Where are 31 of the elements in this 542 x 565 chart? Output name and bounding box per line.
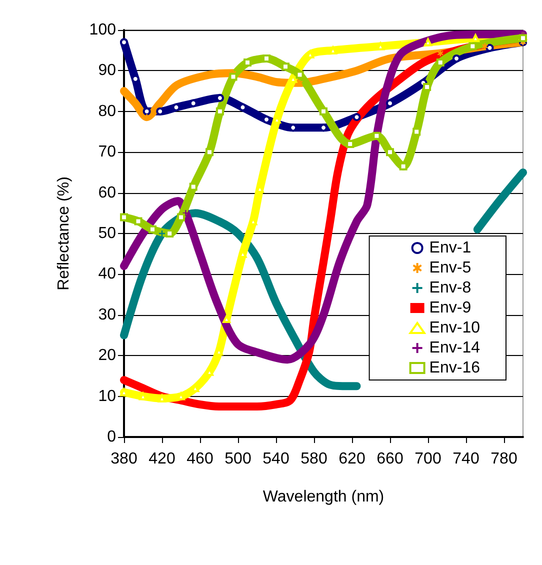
x-tick-label: 540 <box>262 450 290 468</box>
y-tick-label: 10 <box>98 388 116 405</box>
x-tick-label: 380 <box>110 450 138 468</box>
y-tick-label: 40 <box>98 266 116 283</box>
y-tick-label: 0 <box>107 428 116 446</box>
x-tick-label: 780 <box>490 450 518 468</box>
y-tick-label: 80 <box>98 102 116 120</box>
x-tick-label: 500 <box>224 450 252 468</box>
x-tick-label: 460 <box>186 450 214 468</box>
legend-label: Env-14 <box>429 340 480 356</box>
x-tick-label: 740 <box>452 450 480 468</box>
legend-label: Env-16 <box>429 360 480 376</box>
y-tick-label: 100 <box>89 22 116 38</box>
y-axis-title: Reflectance (%) <box>56 176 72 290</box>
x-tick-label: 620 <box>338 450 366 468</box>
x-tick-label: 700 <box>414 450 442 468</box>
y-tick-label: 90 <box>98 62 116 80</box>
legend-label: Env-8 <box>429 280 472 296</box>
y-tick-label: 60 <box>98 184 116 202</box>
legend-label: Env-5 <box>429 260 472 276</box>
y-tick-label: 20 <box>98 347 116 364</box>
x-tick-label: 660 <box>376 450 404 468</box>
x-tick-label: 580 <box>300 450 328 468</box>
legend-label: Env-10 <box>429 320 480 336</box>
y-tick-label: 70 <box>98 144 116 161</box>
legend-label: Env-1 <box>429 240 472 256</box>
x-tick-label: 420 <box>148 450 176 468</box>
legend-label: Env-9 <box>429 300 472 316</box>
x-axis-title: Wavelength (nm) <box>262 488 384 506</box>
y-tick-label: 30 <box>98 306 116 324</box>
y-tick-label: 50 <box>98 225 116 242</box>
